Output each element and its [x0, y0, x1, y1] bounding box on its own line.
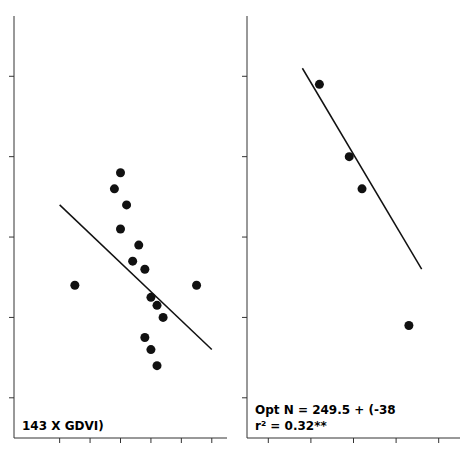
- scatter-point: [116, 225, 125, 234]
- scatter-point: [345, 152, 354, 161]
- x-tick: [396, 438, 397, 443]
- scatter-point: [153, 361, 162, 370]
- x-tick: [353, 438, 354, 443]
- scatter-point: [153, 301, 162, 310]
- scatter-point: [315, 80, 324, 89]
- fit-line: [302, 68, 421, 269]
- scatter-point: [110, 184, 119, 193]
- x-tick: [150, 438, 151, 443]
- fit-line: [60, 205, 212, 350]
- annotation: Opt N = 249.5 + (-38: [255, 403, 396, 417]
- y-tick: [9, 317, 14, 318]
- y-tick: [9, 156, 14, 157]
- x-tick: [59, 438, 60, 443]
- scatter-point: [134, 241, 143, 250]
- x-tick: [310, 438, 311, 443]
- scatter-point: [146, 345, 155, 354]
- y-axis: [247, 16, 248, 438]
- scatter-point: [70, 281, 79, 290]
- annotation: 143 X GDVI): [22, 419, 104, 433]
- x-tick: [211, 438, 212, 443]
- y-tick: [242, 76, 247, 77]
- x-tick: [438, 438, 439, 443]
- y-tick: [9, 76, 14, 77]
- x-tick: [90, 438, 91, 443]
- scatter-point: [192, 281, 201, 290]
- panel: Opt N = 249.5 + (-38 r² = 0.32**: [242, 16, 460, 443]
- y-axis: [14, 16, 15, 438]
- scatter-point: [159, 313, 168, 322]
- y-tick: [242, 397, 247, 398]
- plot-area: [60, 168, 212, 370]
- y-tick: [242, 156, 247, 157]
- scatter-point: [404, 321, 413, 330]
- chart-root: 143 X GDVI) Opt N = 249.5 + (-38 r² = 0.32…: [0, 0, 474, 474]
- y-tick: [242, 237, 247, 238]
- scatter-point: [140, 333, 149, 342]
- x-tick: [181, 438, 182, 443]
- scatter-point: [128, 257, 137, 266]
- annotation: r² = 0.32**: [255, 419, 327, 433]
- scatter-point: [140, 265, 149, 274]
- scatter-point: [122, 200, 131, 209]
- panel: 143 X GDVI): [9, 16, 227, 443]
- scatter-point: [146, 293, 155, 302]
- x-tick: [120, 438, 121, 443]
- y-tick: [9, 397, 14, 398]
- scatter-point: [116, 168, 125, 177]
- y-tick: [242, 317, 247, 318]
- x-tick: [268, 438, 269, 443]
- y-tick: [9, 237, 14, 238]
- plot-area: [302, 68, 421, 330]
- scatter-point: [358, 184, 367, 193]
